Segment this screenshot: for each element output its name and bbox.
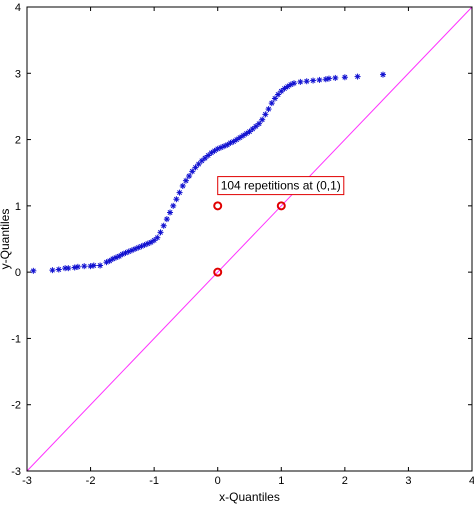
data-point-star [211,147,218,154]
data-point-star [271,95,278,102]
data-point-star [325,75,332,82]
data-point-star [256,120,263,127]
data-point-star [74,263,81,270]
data-point-star [113,254,119,261]
data-point-star [354,73,361,80]
data-point-star [81,263,88,270]
data-point-star [147,239,154,246]
y-tick-label: 1 [15,201,21,213]
data-point-star [224,141,231,148]
data-point-star [236,134,243,141]
data-point-star [265,106,272,113]
y-axis-title: y-Quantiles [0,209,12,270]
x-axis-ticks: -3 -2 -1 0 1 2 3 4 [22,7,474,487]
data-point-star [106,257,113,264]
y-axis-ticks: -3 -2 -1 0 1 2 3 4 [11,2,472,478]
data-point-star [262,111,269,118]
data-point-star [303,78,310,85]
x-tick-label: -3 [22,475,32,487]
data-point-star [186,173,193,180]
data-point-star [259,116,266,123]
data-point-circle [213,267,223,277]
data-point-star [163,216,170,223]
data-point-star [341,74,348,81]
y-tick-label: -1 [11,333,21,345]
y-tick-label: -3 [11,466,21,478]
data-point-star [230,138,237,145]
x-tick-label: 3 [405,475,411,487]
data-point-star [268,100,275,107]
data-series [30,71,386,277]
data-point-star [240,132,247,139]
data-point-star [380,71,386,78]
data-point-star [49,267,56,274]
data-point-star [297,78,304,85]
data-point-circle [213,201,223,211]
x-tick-label: 2 [342,475,348,487]
annotation-box [217,176,345,196]
data-point-star [291,80,297,87]
data-point-star [281,85,288,92]
data-point-star [55,266,62,273]
reference-line [26,6,473,472]
data-point-star [173,196,180,203]
data-point-star [208,149,215,156]
data-point-star [154,234,161,241]
y-tick-label: 4 [15,2,21,14]
data-point-star [170,202,177,209]
data-point-star [176,189,183,196]
data-point-star [316,76,323,83]
data-point-star [179,182,186,189]
y-tick-label: 0 [15,267,21,279]
data-point-star [116,253,123,260]
y-tick-label: 3 [15,68,21,80]
data-point-star [30,267,37,274]
annotation: 104 repetitions at (0,1) [217,176,345,196]
x-tick-label: -1 [149,475,159,487]
data-point-star [157,229,164,236]
annotation-text: 104 repetitions at (0,1) [221,179,341,193]
x-tick-label: 1 [278,475,284,487]
data-point-star [310,77,317,84]
data-point-circle [276,201,286,211]
data-point-star [90,262,97,269]
data-point-star [160,222,167,229]
data-point-star [97,262,104,269]
data-point-star [65,265,72,272]
x-axis-title: x-Quantiles [219,490,280,504]
x-tick-label: -2 [86,475,96,487]
data-point-star [233,136,240,143]
y-tick-label: -2 [11,400,21,412]
data-point-star [332,74,339,81]
x-tick-label: 4 [469,475,474,487]
data-point-star [284,83,291,90]
data-point-star [189,168,196,175]
x-tick-label: 0 [215,475,221,487]
y-tick-label: 2 [15,135,21,147]
data-point-star [243,130,250,137]
data-point-star [167,209,174,216]
data-point-star [182,177,189,184]
